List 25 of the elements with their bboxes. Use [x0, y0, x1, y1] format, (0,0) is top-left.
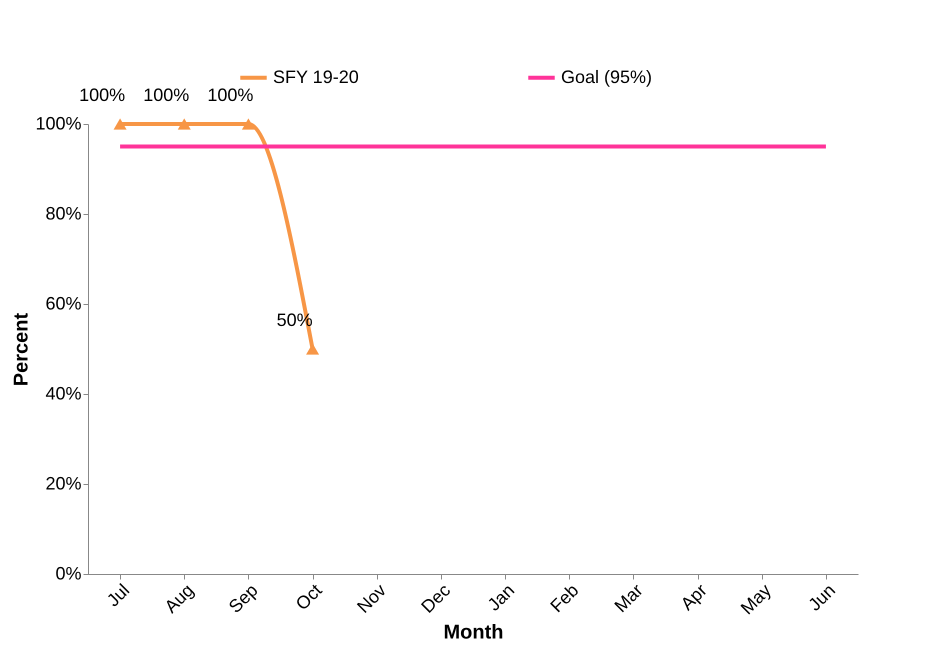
x-tick-label: May — [736, 580, 775, 618]
x-tick-label: Aug — [160, 580, 198, 617]
x-tick-label: Jul — [102, 580, 134, 610]
y-axis-title: Percent — [10, 312, 32, 386]
x-tick-label: Feb — [546, 580, 582, 616]
y-tick-label: 40% — [45, 384, 82, 404]
data-label: 100% — [207, 85, 254, 105]
y-tick-label: 60% — [45, 294, 82, 314]
y-tick-label: 80% — [45, 204, 82, 224]
x-tick-label: Apr — [676, 580, 711, 614]
legend-label: SFY 19-20 — [273, 66, 359, 87]
x-tick-label: Nov — [353, 580, 390, 617]
x-tick-label: Jun — [804, 580, 840, 615]
x-axis-title: Month — [444, 621, 504, 644]
x-tick-label: Dec — [417, 580, 454, 617]
x-tick-label: Sep — [224, 580, 262, 617]
x-tick-label: Jan — [484, 580, 518, 615]
legend-label: Goal (95%) — [561, 66, 652, 87]
data-label: 100% — [79, 85, 126, 105]
y-tick-label: 0% — [55, 564, 82, 584]
x-tick-label: Oct — [292, 580, 326, 614]
y-tick-label: 100% — [35, 114, 82, 134]
x-tick-label: Mar — [610, 580, 647, 616]
data-label: 100% — [143, 85, 190, 105]
y-tick-label: 20% — [45, 474, 82, 494]
